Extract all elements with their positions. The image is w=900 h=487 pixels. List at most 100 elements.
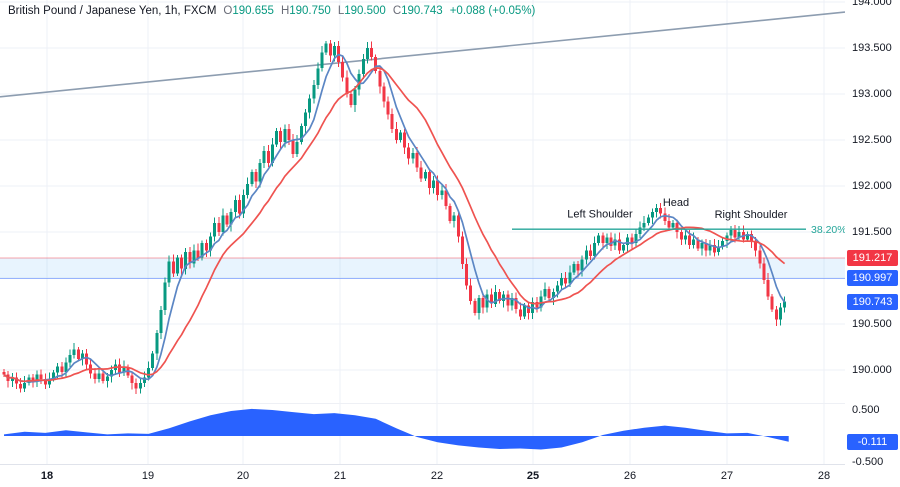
candle-body [142,377,146,383]
candle-body [469,285,473,301]
candle-body [14,377,18,384]
candle-body [39,374,43,380]
candle-body [279,130,283,142]
candle-body [415,152,419,168]
candle-body [407,147,411,159]
time-axis-border [0,464,900,465]
candle-body [630,237,634,243]
candle-body [663,213,667,221]
candle-body [770,296,774,310]
annotation-right-shoulder[interactable]: Right Shoulder [715,209,788,221]
candle-body [522,305,526,317]
candles-layer [2,40,787,395]
candle-body [320,52,324,69]
candle-body [593,243,597,256]
candle-body [192,250,196,264]
candle-body [568,272,572,284]
candle-body [671,222,675,228]
candle-body [778,307,782,320]
candle-body [242,195,245,214]
price-badge: 191.217 [847,250,898,266]
candle-body [737,232,741,238]
candle-body [221,215,225,232]
annotation-head[interactable]: Head [663,197,689,209]
low-label: L [337,5,345,17]
candle-body [605,237,609,243]
candle-body [299,126,303,142]
candle-body [233,199,237,212]
candle-body [250,172,254,185]
candle-body [547,289,551,299]
ohlc-open: O190.655 [223,5,274,17]
candle-body [324,43,328,53]
candle-body [419,167,423,179]
candle-body [721,241,725,247]
candle-body [758,250,762,264]
slow-ma-line[interactable] [3,67,786,383]
candle-body [312,84,316,99]
fast-ma-line[interactable] [3,53,786,383]
candle-body [270,144,274,163]
candle-body [2,371,6,375]
candle-body [642,222,646,228]
close-label: C [392,5,402,17]
candle-body [361,59,365,74]
candle-body [717,246,720,253]
candle-body [613,239,617,246]
candle-body [97,373,101,380]
candle-body [159,310,163,334]
candle-body [200,243,204,258]
candle-body [167,261,171,283]
candle-body [275,130,279,145]
candle-body [659,208,663,214]
price-tick-label: 192.000 [852,180,892,192]
candle-body [357,73,361,90]
candle-body [304,112,307,127]
candle-body [196,250,200,258]
time-tick-label: 21 [333,470,347,482]
pane-separator[interactable] [0,403,900,404]
symbol-title[interactable]: British Pound / Japanese Yen, 1h, FXCM [8,5,217,17]
candle-body [688,235,692,245]
candle-body [473,301,477,313]
trendline[interactable] [0,11,845,98]
candle-body [308,98,312,113]
candle-body [349,94,353,105]
price-pane[interactable]: 38.20% Left Shoulder Head Right Shoulder [0,0,845,404]
candle-body [762,263,766,280]
indicator-pane[interactable] [0,404,845,464]
candle-body [176,257,179,274]
oscillator-area [4,408,789,450]
candle-body [564,278,568,284]
candle-body [427,172,431,188]
candle-body [184,252,188,269]
candle-body [555,285,559,292]
candle-body [514,298,518,310]
candle-body [399,132,402,140]
price-axis[interactable]: 194.000 193.500 193.000 192.500 192.000 191.5… [845,0,900,468]
candle-body [551,291,555,299]
candle-body [700,243,704,249]
fib-level-label: 38.20% [811,224,845,236]
candle-body [692,239,696,245]
candle-body [93,373,97,380]
candle-body [365,48,369,59]
candle-body [729,230,733,236]
annotation-left-shoulder[interactable]: Left Shoulder [567,208,633,220]
candle-body [47,379,51,385]
candle-body [572,264,576,273]
candle-body [109,370,113,377]
candle-body [750,233,753,242]
candle-body [589,250,592,256]
candle-body [733,230,737,238]
candle-body [560,278,563,286]
candle-body [667,220,671,228]
time-axis[interactable]: 18 19 20 21 22 25 26 27 28 [0,465,900,487]
candle-body [23,382,27,389]
indicator-tick-label: 0.500 [852,404,880,416]
candle-body [31,377,35,381]
candle-body [622,244,625,251]
candle-body [345,77,349,95]
candle-body [712,244,716,253]
